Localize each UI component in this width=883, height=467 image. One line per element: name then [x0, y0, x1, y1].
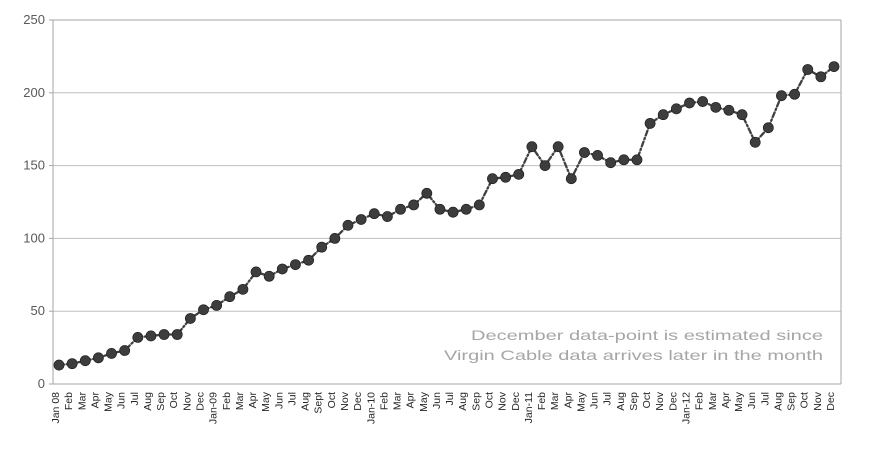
svg-text:Feb: Feb	[378, 392, 390, 410]
svg-text:Jun: Jun	[746, 392, 758, 409]
svg-text:Sep: Sep	[155, 392, 167, 411]
svg-text:Mar: Mar	[392, 392, 404, 411]
svg-text:May: May	[260, 391, 272, 412]
svg-text:December data-point is esti: December data-point is estimated since	[471, 327, 823, 343]
svg-text:Aug: Aug	[772, 392, 784, 411]
svg-text:May: May	[733, 391, 745, 412]
svg-text:Oct: Oct	[799, 392, 811, 408]
svg-text:May: May	[418, 391, 430, 412]
svg-text:Jul: Jul	[286, 392, 298, 405]
svg-text:Mar: Mar	[549, 392, 561, 411]
svg-text:Jul: Jul	[759, 392, 771, 405]
svg-text:Jul: Jul	[444, 392, 456, 405]
svg-text:Dec: Dec	[194, 392, 206, 411]
svg-text:Aug: Aug	[300, 392, 312, 411]
svg-text:100: 100	[23, 230, 45, 245]
svg-text:Jun: Jun	[431, 392, 443, 409]
svg-text:Dec: Dec	[667, 392, 679, 411]
svg-text:50: 50	[31, 303, 45, 318]
svg-text:Virgin Cable data arrives: Virgin Cable data arrives later in the m…	[444, 347, 823, 363]
svg-text:Jul: Jul	[602, 392, 614, 405]
svg-text:Apr: Apr	[405, 392, 417, 409]
svg-text:Jan-11: Jan-11	[523, 392, 535, 423]
svg-text:Jul: Jul	[129, 392, 141, 405]
svg-text:150: 150	[23, 158, 45, 173]
svg-text:Sep: Sep	[470, 392, 482, 411]
svg-text:Nov: Nov	[654, 391, 666, 410]
svg-text:Dec: Dec	[825, 392, 837, 411]
svg-text:Feb: Feb	[536, 392, 548, 410]
svg-text:Apr: Apr	[720, 392, 732, 409]
svg-text:200: 200	[23, 85, 45, 100]
svg-text:Feb: Feb	[63, 392, 75, 410]
svg-text:Jun: Jun	[116, 392, 128, 409]
svg-text:0: 0	[38, 376, 45, 391]
svg-text:Sep: Sep	[786, 392, 798, 411]
svg-text:Feb: Feb	[221, 392, 233, 410]
svg-text:Dec: Dec	[510, 392, 522, 411]
svg-text:May: May	[575, 391, 587, 412]
svg-text:Oct: Oct	[641, 392, 653, 408]
svg-text:Nov: Nov	[497, 391, 509, 410]
svg-text:Aug: Aug	[457, 392, 469, 411]
svg-text:Mar: Mar	[76, 392, 88, 411]
svg-text:Sept: Sept	[313, 392, 325, 414]
svg-text:Aug: Aug	[142, 392, 154, 411]
svg-text:Oct: Oct	[483, 392, 495, 408]
svg-text:Aug: Aug	[615, 392, 627, 411]
svg-text:Jan 08: Jan 08	[50, 392, 62, 424]
svg-text:Nov: Nov	[812, 391, 824, 410]
svg-text:Jan-12: Jan-12	[681, 392, 693, 424]
svg-text:Mar: Mar	[234, 392, 246, 411]
svg-text:Apr: Apr	[247, 392, 259, 409]
svg-text:Jun: Jun	[589, 392, 601, 409]
svg-text:Jan-10: Jan-10	[365, 392, 377, 424]
svg-text:Dec: Dec	[352, 392, 364, 411]
svg-text:Feb: Feb	[694, 392, 706, 410]
svg-text:Apr: Apr	[89, 392, 101, 409]
svg-text:Oct: Oct	[326, 392, 338, 408]
svg-text:May: May	[103, 391, 115, 412]
svg-text:Nov: Nov	[181, 391, 193, 410]
svg-text:Jun: Jun	[273, 392, 285, 409]
svg-text:Oct: Oct	[168, 392, 180, 408]
svg-text:Sep: Sep	[628, 392, 640, 411]
svg-text:Apr: Apr	[562, 392, 574, 409]
svg-text:250: 250	[23, 12, 45, 27]
svg-text:Jan-09: Jan-09	[208, 392, 220, 424]
svg-text:Nov: Nov	[339, 391, 351, 410]
svg-text:Mar: Mar	[707, 392, 719, 411]
